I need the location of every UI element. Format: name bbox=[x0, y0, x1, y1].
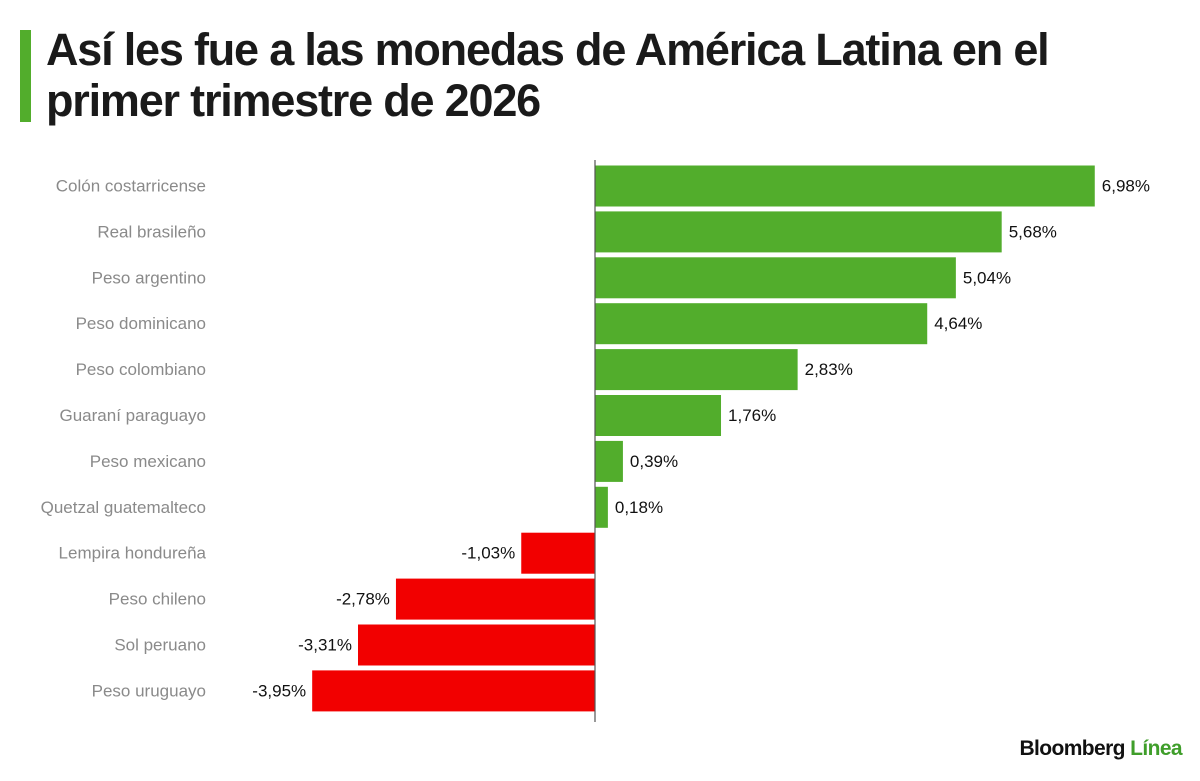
category-label-6: Peso mexicano bbox=[90, 452, 206, 471]
value-label-4: 2,83% bbox=[805, 360, 853, 379]
value-label-2: 5,04% bbox=[963, 268, 1011, 287]
bar-4 bbox=[595, 349, 798, 391]
bar-9 bbox=[395, 578, 595, 620]
bloomberg-linea-logo: Bloomberg Línea bbox=[1019, 737, 1182, 761]
value-label-1: 5,68% bbox=[1009, 222, 1057, 241]
category-label-3: Peso dominicano bbox=[76, 314, 206, 333]
title-accent-bar bbox=[20, 30, 31, 122]
chart-title: Así les fue a las monedas de América Lat… bbox=[46, 24, 1050, 126]
bar-1 bbox=[595, 211, 1002, 253]
bar-10 bbox=[358, 624, 595, 666]
category-label-1: Real brasileño bbox=[97, 222, 206, 241]
value-label-5: 1,76% bbox=[728, 406, 776, 425]
bar-3 bbox=[595, 303, 928, 345]
category-label-5: Guaraní paraguayo bbox=[60, 406, 207, 425]
category-label-0: Colón costarricense bbox=[56, 177, 206, 196]
value-label-8: -1,03% bbox=[461, 544, 515, 563]
bar-7 bbox=[595, 486, 608, 528]
bar-0 bbox=[595, 165, 1095, 207]
category-label-9: Peso chileno bbox=[109, 590, 206, 609]
value-label-3: 4,64% bbox=[934, 314, 982, 333]
bar-5 bbox=[595, 395, 722, 436]
value-label-11: -3,95% bbox=[252, 681, 306, 700]
bar-8 bbox=[521, 532, 595, 574]
category-label-8: Lempira hondureña bbox=[59, 544, 207, 563]
bar-2 bbox=[595, 257, 956, 299]
category-label-11: Peso uruguayo bbox=[92, 681, 206, 700]
logo-brand: Bloomberg bbox=[1019, 737, 1125, 760]
logo-accent: Línea bbox=[1130, 737, 1182, 760]
bar-11 bbox=[312, 670, 595, 712]
category-label-10: Sol peruano bbox=[114, 636, 206, 655]
value-label-0: 6,98% bbox=[1102, 177, 1150, 196]
category-label-4: Peso colombiano bbox=[76, 360, 206, 379]
value-label-10: -3,31% bbox=[298, 636, 352, 655]
value-label-6: 0,39% bbox=[630, 452, 678, 471]
bar-6 bbox=[595, 440, 623, 482]
value-label-9: -2,78% bbox=[336, 590, 390, 609]
category-label-7: Quetzal guatemalteco bbox=[41, 498, 206, 517]
category-label-2: Peso argentino bbox=[92, 268, 206, 287]
value-label-7: 0,18% bbox=[615, 498, 663, 517]
